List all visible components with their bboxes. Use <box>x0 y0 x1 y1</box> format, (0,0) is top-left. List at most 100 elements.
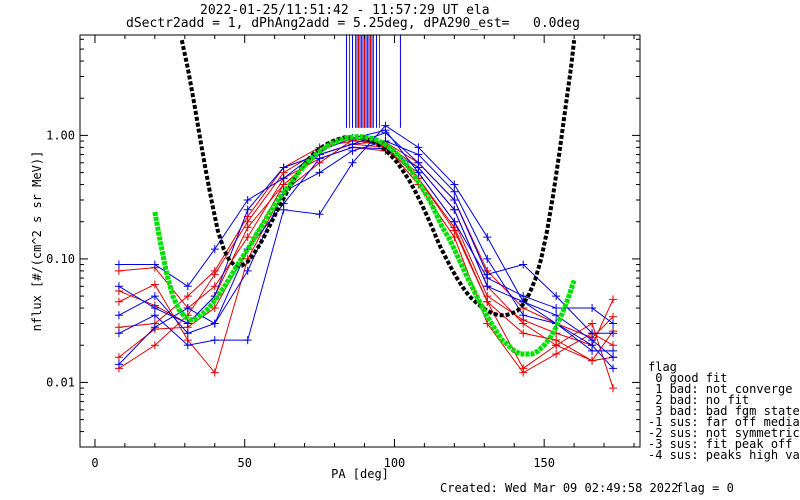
data-point <box>609 364 618 373</box>
flag-legend-item: -2 sus: not symmetric <box>648 426 800 440</box>
data-point <box>348 143 357 152</box>
data-series-line <box>118 139 614 374</box>
flag-legend-item: -1 sus: far off median <box>648 415 800 429</box>
data-point <box>588 336 597 345</box>
data-point <box>210 282 219 291</box>
fit-curve-green <box>152 133 577 357</box>
data-point <box>210 336 219 345</box>
data-point <box>483 297 492 306</box>
flag-legend-item: 3 bad: bad fgm state <box>648 404 800 418</box>
plot-subtitle: dSectr2add = 1, dPhAng2add = 5.25deg, dP… <box>126 16 580 31</box>
data-point <box>519 329 528 338</box>
data-point <box>210 319 219 328</box>
data-point <box>414 150 423 159</box>
data-point <box>183 319 192 328</box>
data-series-line <box>118 129 614 324</box>
data-point <box>114 297 123 306</box>
data-point <box>552 304 561 313</box>
data-point <box>588 304 597 313</box>
data-point <box>315 154 324 163</box>
data-point <box>552 292 561 301</box>
data-point <box>609 384 618 393</box>
data-point <box>519 260 528 269</box>
data-point <box>609 353 618 362</box>
x-tick-label: 0 <box>91 456 98 470</box>
flag-legend-item: 1 bad: not converge <box>648 382 793 396</box>
data-point <box>243 205 252 214</box>
data-point <box>150 311 159 320</box>
data-point <box>609 319 618 328</box>
data-point <box>348 158 357 167</box>
data-point <box>450 205 459 214</box>
y-tick-label: 1.00 <box>46 128 75 142</box>
data-point <box>150 260 159 269</box>
data-point <box>150 280 159 289</box>
data-point <box>552 341 561 350</box>
data-point <box>588 356 597 365</box>
data-point <box>552 349 561 358</box>
x-tick-label: 50 <box>237 456 251 470</box>
data-point <box>483 233 492 242</box>
data-point <box>114 260 123 269</box>
data-series-line <box>118 137 614 369</box>
plot-frame <box>79 34 641 448</box>
data-point <box>450 217 459 226</box>
data-point <box>150 323 159 332</box>
data-point <box>588 329 597 338</box>
created-timestamp: Created: Wed Mar 09 02:49:58 2022 <box>440 481 679 495</box>
data-point <box>315 210 324 219</box>
flag-legend-title: flag <box>648 360 677 374</box>
data-point <box>381 121 390 130</box>
plot-area <box>114 35 618 393</box>
data-series-line <box>118 143 614 362</box>
data-point <box>450 180 459 189</box>
y-tick-label: 0.10 <box>46 252 75 266</box>
data-point <box>279 174 288 183</box>
y-tick-label: 0.01 <box>46 375 75 389</box>
data-point <box>183 304 192 313</box>
flag-legend-item: -4 sus: peaks high var <box>648 448 800 462</box>
data-point <box>150 304 159 313</box>
data-point <box>483 282 492 291</box>
data-point <box>483 254 492 263</box>
data-point <box>519 368 528 377</box>
x-axis-label: PA [deg] <box>331 467 389 481</box>
data-point <box>483 270 492 279</box>
flag-legend-item: -3 sus: fit peak off 90 <box>648 437 800 451</box>
data-series-line <box>118 124 614 352</box>
data-point <box>210 245 219 254</box>
data-series-line <box>118 140 614 369</box>
data-point <box>315 168 324 177</box>
flag-value: flag = 0 <box>676 481 734 495</box>
data-point <box>114 311 123 320</box>
plot-title: 2022-01-25/11:51:42 - 11:57:29 UT ela <box>200 3 490 18</box>
data-point <box>150 292 159 301</box>
data-point <box>609 312 618 321</box>
data-point <box>114 329 123 338</box>
data-point <box>210 266 219 275</box>
data-point <box>243 336 252 345</box>
data-series-line <box>118 146 614 346</box>
data-point <box>381 128 390 137</box>
data-point <box>588 319 597 328</box>
x-tick-label: 150 <box>533 456 555 470</box>
data-point <box>450 187 459 196</box>
y-axis-label: nflux [#/(cm^2 s sr MeV)] <box>30 151 44 332</box>
data-point <box>450 233 459 242</box>
data-point <box>183 341 192 350</box>
data-point <box>609 329 618 338</box>
data-point <box>243 223 252 232</box>
data-point <box>414 143 423 152</box>
data-point <box>519 311 528 320</box>
data-point <box>414 163 423 172</box>
flag-legend-item: 2 bad: no fit <box>648 393 750 407</box>
data-point <box>114 360 123 369</box>
flag-legend-item: 0 good fit <box>648 371 728 385</box>
data-point <box>183 329 192 338</box>
fit-curve-black <box>179 39 577 318</box>
data-point <box>450 195 459 204</box>
data-point <box>243 233 252 242</box>
data-point <box>243 266 252 275</box>
